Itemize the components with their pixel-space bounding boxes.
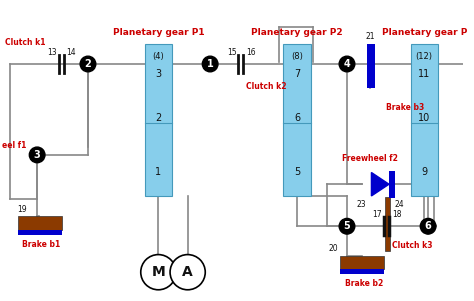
Bar — [410, 45, 438, 196]
Polygon shape — [372, 172, 389, 196]
Text: 21: 21 — [366, 32, 375, 41]
Bar — [340, 256, 384, 269]
Text: Freewheel f2: Freewheel f2 — [342, 154, 398, 163]
Text: 1: 1 — [207, 59, 213, 69]
Text: 15: 15 — [227, 48, 237, 57]
Text: 3: 3 — [155, 69, 162, 79]
Text: 11: 11 — [418, 69, 430, 79]
Text: Clutch k2: Clutch k2 — [246, 82, 287, 91]
Text: 16: 16 — [246, 48, 256, 57]
Text: 2: 2 — [84, 59, 91, 69]
Text: M: M — [152, 265, 165, 279]
Bar — [18, 230, 62, 235]
Text: (12): (12) — [416, 52, 433, 61]
Text: 24: 24 — [395, 200, 404, 209]
Text: Clutch k1: Clutch k1 — [5, 38, 46, 47]
Text: Brake b1: Brake b1 — [22, 240, 61, 249]
Text: 14: 14 — [66, 48, 76, 57]
Bar — [340, 269, 384, 274]
Text: 4: 4 — [344, 59, 350, 69]
Text: 10: 10 — [418, 113, 430, 123]
Text: Planetary gear P: Planetary gear P — [382, 28, 467, 37]
Circle shape — [339, 219, 355, 234]
Text: 5: 5 — [344, 221, 350, 231]
Text: 6: 6 — [425, 221, 431, 231]
Circle shape — [339, 56, 355, 72]
Text: A: A — [182, 265, 193, 279]
Bar — [18, 216, 62, 230]
Circle shape — [420, 219, 436, 234]
Text: 5: 5 — [294, 166, 300, 176]
Text: 9: 9 — [421, 166, 427, 176]
Text: 20: 20 — [328, 244, 338, 253]
Bar — [145, 45, 172, 196]
Text: 2: 2 — [155, 113, 162, 123]
Circle shape — [80, 56, 96, 72]
Text: Clutch k3: Clutch k3 — [392, 241, 432, 250]
Text: Planetary gear P1: Planetary gear P1 — [112, 28, 204, 37]
Text: 7: 7 — [294, 69, 300, 79]
Text: 17: 17 — [373, 210, 382, 219]
Text: 13: 13 — [47, 48, 57, 57]
Text: 23: 23 — [357, 200, 366, 209]
Text: 6: 6 — [294, 113, 300, 123]
Text: Brake b2: Brake b2 — [345, 279, 383, 288]
Circle shape — [202, 56, 218, 72]
Text: 19: 19 — [18, 205, 27, 213]
Circle shape — [170, 255, 205, 290]
Bar — [389, 171, 395, 198]
Text: 18: 18 — [392, 210, 401, 219]
Bar — [385, 197, 390, 251]
Circle shape — [29, 147, 45, 163]
Bar — [283, 45, 311, 196]
Text: 3: 3 — [34, 150, 40, 160]
Bar — [366, 45, 375, 88]
Circle shape — [141, 255, 176, 290]
Text: Planetary gear P2: Planetary gear P2 — [251, 28, 343, 37]
Text: 1: 1 — [155, 166, 162, 176]
Text: (4): (4) — [153, 52, 164, 61]
Text: (8): (8) — [291, 52, 303, 61]
Text: eel f1: eel f1 — [2, 141, 27, 150]
Text: Brake b3: Brake b3 — [386, 103, 424, 112]
